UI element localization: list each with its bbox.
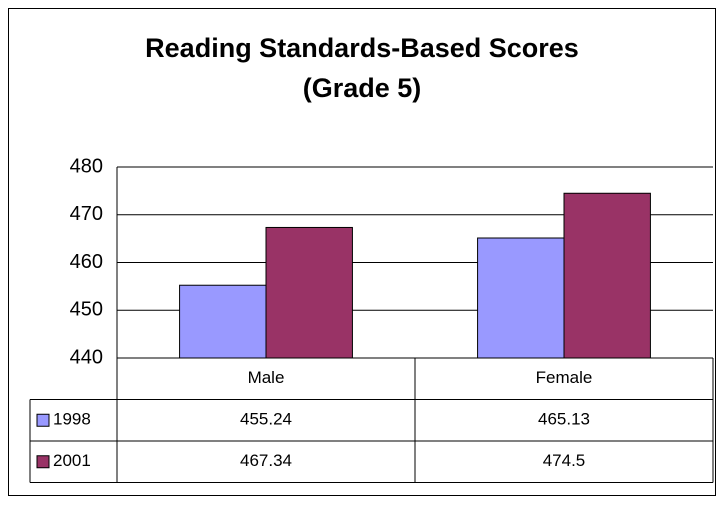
y-tick-label: 470 (70, 203, 103, 225)
bar (265, 226, 353, 359)
bar (563, 192, 651, 359)
table-value: 465.13 (538, 410, 590, 429)
legend-label: 1998 (53, 410, 91, 429)
bar (179, 284, 267, 359)
y-tick-label: 460 (70, 251, 103, 273)
legend-label: 2001 (53, 451, 91, 470)
legend-key (36, 455, 50, 469)
y-tick-label: 440 (70, 346, 103, 368)
table-value: 455.24 (240, 410, 292, 429)
chart-title: Reading Standards-Based Scores (Grade 5) (145, 33, 579, 103)
x-tick-label: Female (536, 368, 593, 387)
y-tick-label: 480 (70, 155, 103, 177)
x-tick-label: Male (248, 368, 285, 387)
table-value: 474.5 (543, 451, 586, 470)
legend-key (36, 413, 50, 427)
table-value: 467.34 (240, 451, 292, 470)
bar (477, 237, 565, 359)
y-tick-label: 450 (70, 299, 103, 321)
